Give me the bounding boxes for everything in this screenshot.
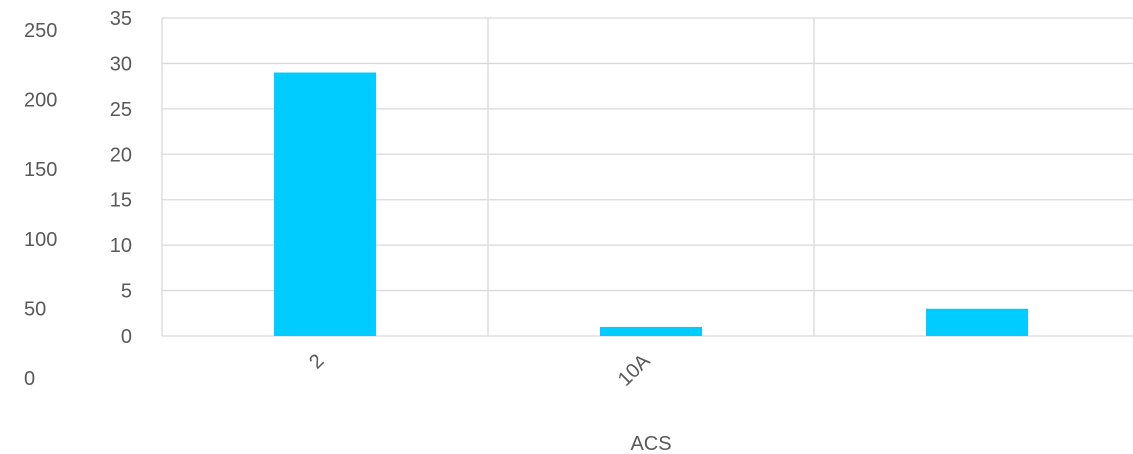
bar	[926, 308, 1028, 336]
y-tick-label: 35	[110, 8, 132, 30]
y-tick-label: 10	[110, 235, 132, 257]
y-tick-label: 30	[110, 53, 132, 75]
y-axis-secondary: 0 50 100 150 200 250	[24, 20, 57, 390]
y-tick-label: 25	[110, 99, 132, 121]
y-tick-label: 20	[110, 144, 132, 166]
bar	[600, 326, 702, 336]
secondary-y-tick-label: 150	[24, 159, 57, 181]
x-category-label: 10A	[614, 350, 655, 391]
x-category-label: 2	[305, 350, 328, 373]
secondary-y-tick-label: 200	[24, 90, 57, 112]
x-axis-title: ACS	[630, 433, 671, 454]
y-axis-primary: 0 5 10 15 20 25 30 35	[110, 8, 132, 348]
y-tick-label: 0	[121, 326, 132, 348]
y-tick-label: 5	[121, 281, 132, 303]
x-axis-categories: 2 10A	[305, 350, 655, 391]
secondary-y-tick-label: 0	[24, 368, 35, 390]
bar	[274, 72, 376, 336]
secondary-y-tick-label: 250	[24, 20, 57, 42]
bars	[274, 72, 1028, 336]
y-tick-label: 15	[110, 190, 132, 212]
secondary-y-tick-label: 50	[24, 298, 46, 320]
secondary-y-tick-label: 100	[24, 229, 57, 251]
